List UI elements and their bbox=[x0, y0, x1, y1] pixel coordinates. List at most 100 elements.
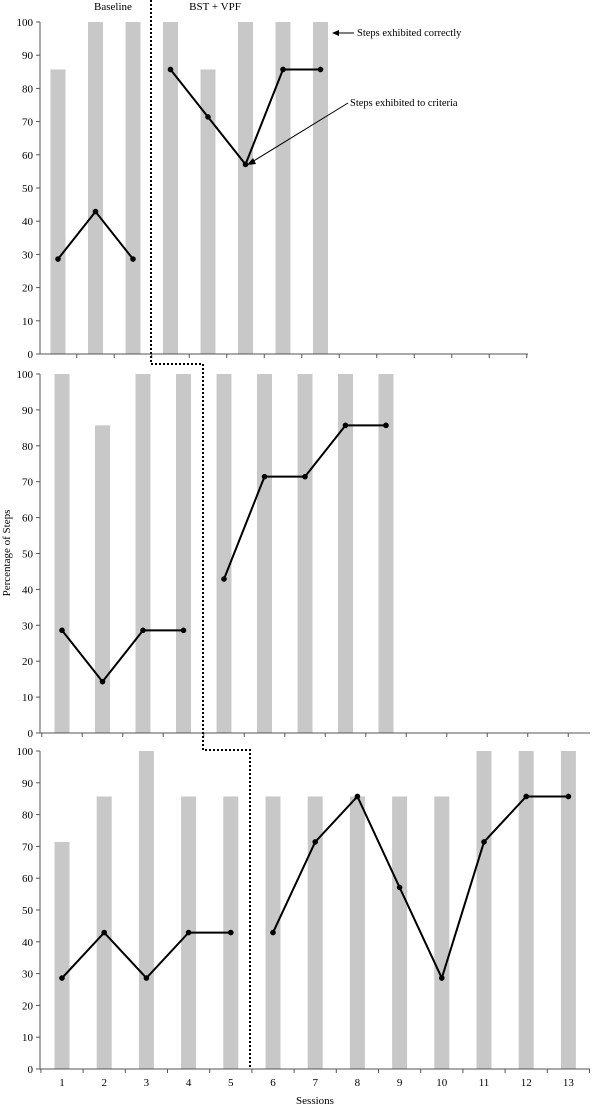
arrow-steps-criteria bbox=[251, 102, 349, 163]
bar bbox=[257, 374, 272, 733]
data-point bbox=[302, 473, 308, 480]
arrowhead-steps-criteria bbox=[247, 158, 256, 165]
y-tick-label: 40 bbox=[22, 216, 34, 228]
y-tick-label: 80 bbox=[22, 810, 34, 822]
labels-layer: Baseline BST + VPF Steps exhibited corre… bbox=[1, 1, 574, 1106]
bar bbox=[135, 374, 151, 733]
y-tick-label: 30 bbox=[22, 620, 34, 632]
arrowhead-steps-correctly bbox=[332, 30, 339, 36]
data-point bbox=[101, 929, 107, 936]
data-point bbox=[167, 66, 174, 73]
x-tick-label: 11 bbox=[479, 1077, 490, 1089]
y-tick-label: 80 bbox=[22, 441, 34, 453]
y-tick-label: 90 bbox=[22, 50, 34, 62]
y-tick-label: 20 bbox=[22, 656, 34, 668]
data-point bbox=[242, 161, 249, 168]
y-tick-label: 40 bbox=[22, 584, 34, 596]
y-tick-label: 100 bbox=[17, 746, 34, 758]
y-tick-label: 0 bbox=[28, 349, 34, 361]
data-point bbox=[130, 256, 136, 262]
series-points-layer bbox=[55, 66, 572, 981]
bar bbox=[297, 374, 313, 733]
bars-layer bbox=[50, 22, 576, 1069]
annotation-steps-correctly: Steps exhibited correctly bbox=[357, 28, 462, 39]
bar bbox=[138, 751, 154, 1069]
x-tick-label: 7 bbox=[312, 1077, 318, 1089]
bar bbox=[50, 69, 66, 354]
x-tick-label: 9 bbox=[397, 1077, 403, 1089]
bar bbox=[238, 22, 253, 354]
axes-layer bbox=[36, 21, 590, 1073]
data-point bbox=[140, 627, 146, 634]
data-point bbox=[270, 929, 276, 936]
annotation-steps-criteria: Steps exhibited to criteria bbox=[350, 98, 458, 109]
data-point bbox=[59, 975, 65, 981]
x-tick-label: 12 bbox=[521, 1077, 532, 1089]
x-tick-label: 8 bbox=[355, 1077, 361, 1089]
y-tick-label: 80 bbox=[22, 83, 34, 95]
y-tick-label: 20 bbox=[22, 283, 34, 295]
bar bbox=[54, 841, 70, 1069]
bar bbox=[200, 69, 216, 354]
x-tick-label: 10 bbox=[436, 1077, 448, 1089]
y-tick-label: 0 bbox=[28, 728, 34, 740]
y-axis-title: Percentage of Steps bbox=[1, 510, 13, 597]
data-point bbox=[99, 678, 106, 685]
bar bbox=[95, 425, 110, 733]
y-tick-label: 100 bbox=[17, 369, 34, 381]
data-point bbox=[312, 839, 319, 845]
phase-change-line bbox=[150, 0, 251, 1069]
data-point bbox=[342, 422, 349, 429]
data-point bbox=[354, 793, 361, 800]
bar bbox=[349, 796, 365, 1069]
data-point bbox=[481, 839, 487, 845]
data-point bbox=[55, 256, 61, 262]
bar bbox=[275, 22, 291, 354]
x-tick-label: 13 bbox=[563, 1077, 575, 1089]
data-point bbox=[185, 929, 192, 936]
bar bbox=[216, 374, 232, 733]
y-tick-label: 90 bbox=[22, 405, 34, 417]
x-tick-label: 5 bbox=[228, 1077, 234, 1089]
y-tick-label: 50 bbox=[22, 905, 34, 917]
y-tick-label: 90 bbox=[22, 778, 34, 790]
bar bbox=[518, 751, 534, 1069]
y-tick-label: 20 bbox=[22, 1000, 34, 1012]
data-point bbox=[280, 66, 286, 73]
x-tick-label: 3 bbox=[144, 1077, 150, 1089]
phase-label-baseline: Baseline bbox=[94, 1, 132, 13]
bar bbox=[307, 796, 323, 1069]
y-tick-label: 70 bbox=[22, 117, 34, 129]
data-point bbox=[59, 627, 65, 634]
y-tick-label: 60 bbox=[22, 150, 34, 162]
y-tick-label: 60 bbox=[22, 513, 34, 525]
y-tick-label: 70 bbox=[22, 841, 34, 853]
bar bbox=[378, 374, 394, 733]
x-tick-label: 4 bbox=[186, 1077, 192, 1089]
y-tick-label: 10 bbox=[22, 316, 34, 328]
series-lines-layer bbox=[57, 68, 569, 981]
y-tick-label: 0 bbox=[28, 1064, 34, 1076]
bar bbox=[125, 22, 141, 354]
data-point bbox=[523, 793, 529, 800]
y-tick-label: 70 bbox=[22, 477, 34, 489]
data-point bbox=[143, 975, 150, 981]
data-point bbox=[439, 975, 445, 981]
y-tick-label: 30 bbox=[22, 249, 34, 261]
y-tick-label: 50 bbox=[22, 549, 34, 561]
x-tick-label: 2 bbox=[101, 1077, 107, 1089]
annotation-arrows bbox=[247, 30, 354, 165]
x-tick-label: 1 bbox=[59, 1077, 65, 1089]
bar bbox=[313, 22, 328, 354]
bar bbox=[176, 374, 191, 733]
x-tick-label: 6 bbox=[270, 1077, 276, 1089]
y-tick-label: 100 bbox=[17, 17, 34, 29]
bar bbox=[54, 374, 70, 733]
bar bbox=[338, 374, 353, 733]
y-tick-label: 60 bbox=[22, 873, 34, 885]
x-axis-title: Sessions bbox=[296, 1095, 334, 1106]
data-point bbox=[317, 66, 324, 73]
bar bbox=[163, 22, 178, 354]
y-tick-label: 10 bbox=[22, 1032, 34, 1044]
data-point bbox=[205, 114, 211, 120]
